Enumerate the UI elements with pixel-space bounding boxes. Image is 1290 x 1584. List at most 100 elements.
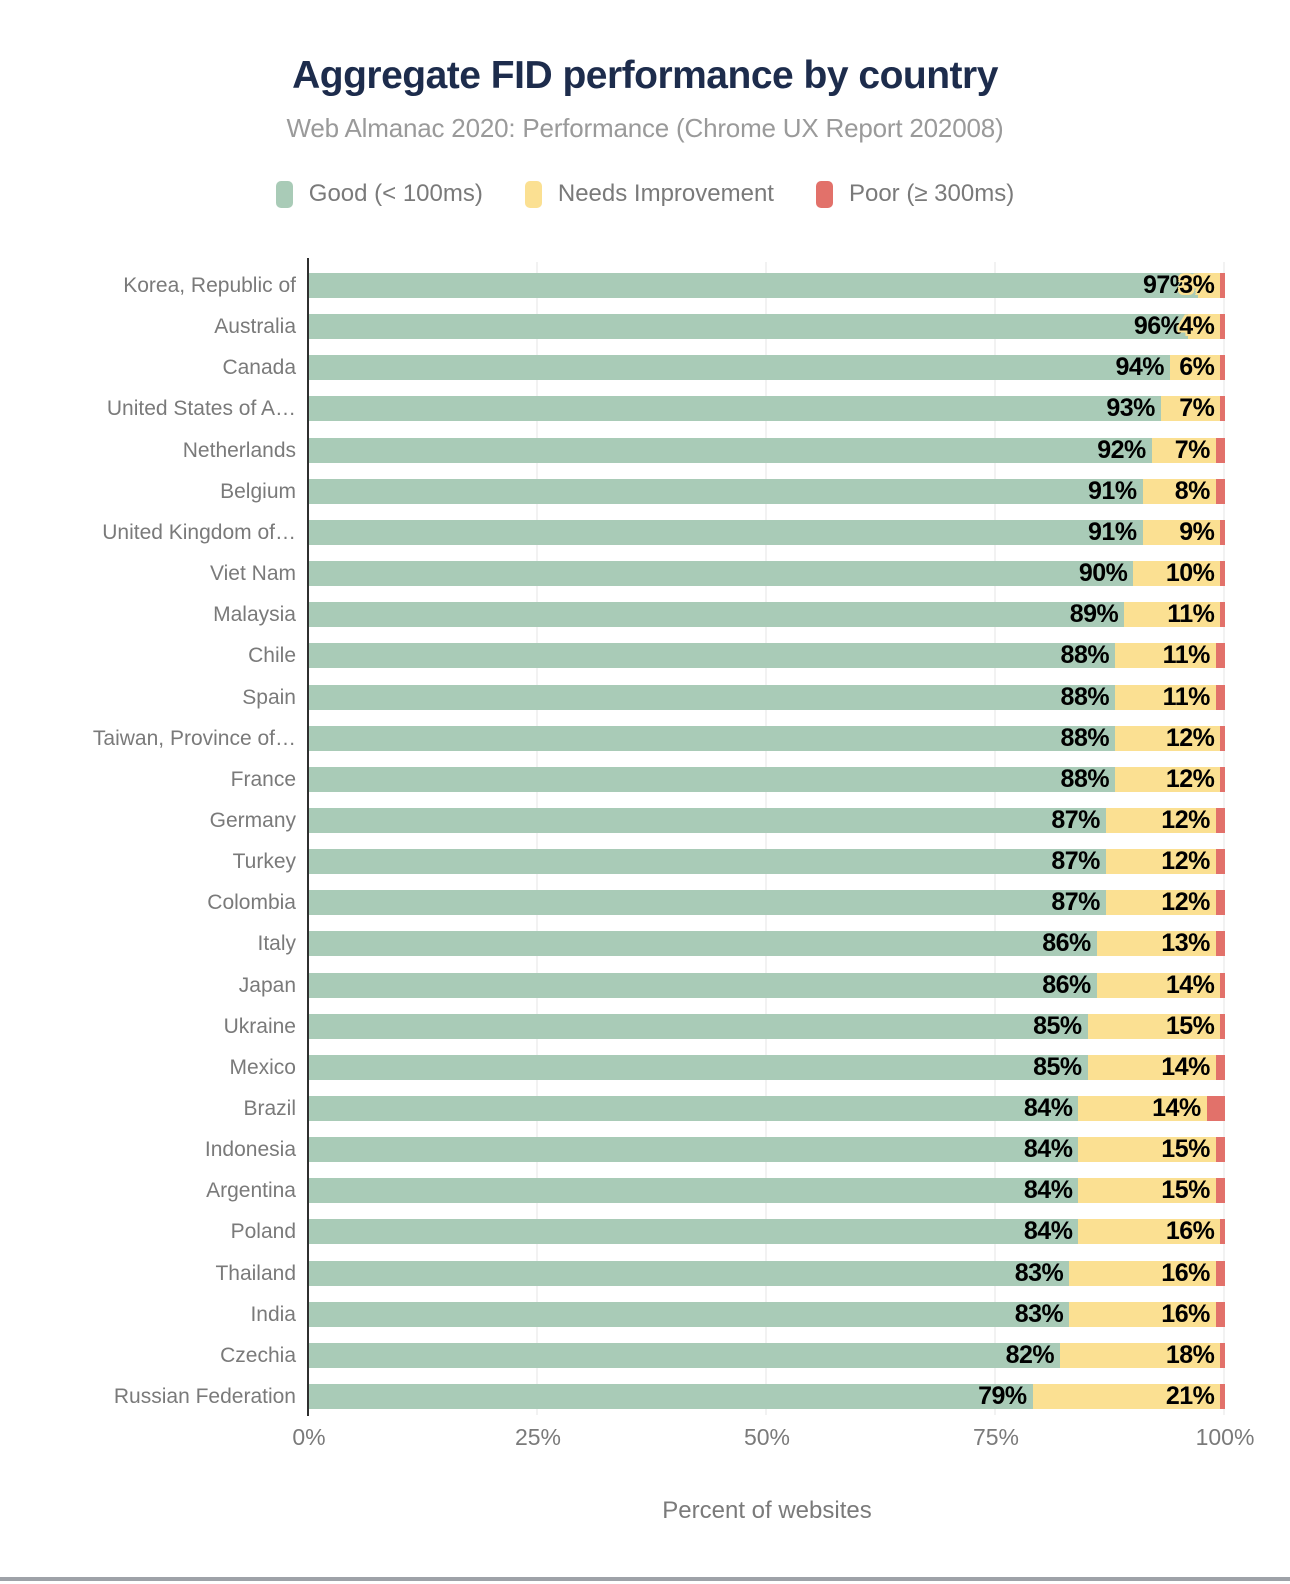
bar-segment-needs-improvement[interactable]	[1151, 438, 1216, 463]
bar-segment-needs-improvement[interactable]	[1105, 808, 1216, 833]
bar-segment-poor[interactable]	[1220, 1014, 1225, 1039]
bar-segment-good[interactable]	[309, 520, 1143, 545]
bar-segment-poor[interactable]	[1220, 1384, 1225, 1409]
bar-track: 93% 7%	[309, 394, 1225, 422]
bar-segment-needs-improvement[interactable]	[1078, 1178, 1216, 1203]
bar-segment-good[interactable]	[309, 726, 1116, 751]
bar-segment-needs-improvement[interactable]	[1087, 1014, 1221, 1039]
bar-segment-good[interactable]	[309, 1055, 1088, 1080]
bar-segment-needs-improvement[interactable]	[1105, 890, 1216, 915]
bar-segment-poor[interactable]	[1215, 643, 1225, 668]
bar-segment-good[interactable]	[309, 685, 1116, 710]
bar-segment-needs-improvement[interactable]	[1069, 1261, 1216, 1286]
bar-segment-good[interactable]	[309, 973, 1097, 998]
bar-segment-poor[interactable]	[1215, 479, 1225, 504]
bar-segment-good[interactable]	[309, 890, 1106, 915]
bar-segment-good[interactable]	[309, 767, 1116, 792]
bar-segment-needs-improvement[interactable]	[1115, 726, 1221, 751]
bar-segment-poor[interactable]	[1215, 1178, 1225, 1203]
bar-segment-needs-improvement[interactable]	[1078, 1096, 1207, 1121]
bar-segment-poor[interactable]	[1215, 890, 1225, 915]
bar-segment-good[interactable]	[309, 1137, 1079, 1162]
bar-segment-good[interactable]	[309, 1014, 1088, 1039]
bar-segment-needs-improvement[interactable]	[1105, 849, 1216, 874]
bar-segment-needs-improvement[interactable]	[1170, 355, 1221, 380]
bar-segment-good[interactable]	[309, 1219, 1079, 1244]
bar-segment-poor[interactable]	[1215, 1302, 1225, 1327]
bar-segment-good[interactable]	[309, 438, 1152, 463]
bar-segment-poor[interactable]	[1220, 1219, 1225, 1244]
bar-segment-good[interactable]	[309, 1261, 1070, 1286]
value-label-needs-improvement: 16%	[1161, 1300, 1210, 1328]
bar-row: Mexico 85% 14%	[0, 1054, 1290, 1081]
bar-segment-needs-improvement[interactable]	[1115, 767, 1221, 792]
bar-segment-good[interactable]	[309, 273, 1198, 298]
bar-segment-poor[interactable]	[1215, 1261, 1225, 1286]
bar-segment-good[interactable]	[309, 1343, 1061, 1368]
bar-segment-good[interactable]	[309, 561, 1134, 586]
bar-segment-poor[interactable]	[1220, 396, 1225, 421]
bar-segment-needs-improvement[interactable]	[1032, 1384, 1221, 1409]
bar-segment-poor[interactable]	[1220, 355, 1225, 380]
value-label-good: 93%	[1106, 394, 1155, 422]
bar-segment-poor[interactable]	[1215, 685, 1225, 710]
bar-segment-poor[interactable]	[1220, 273, 1225, 298]
bar-segment-poor[interactable]	[1215, 1137, 1225, 1162]
bar-segment-poor[interactable]	[1220, 1343, 1225, 1368]
bar-segment-good[interactable]	[309, 1096, 1079, 1121]
bar-segment-needs-improvement[interactable]	[1142, 479, 1216, 504]
bar-segment-needs-improvement[interactable]	[1087, 1055, 1216, 1080]
bar-segment-poor[interactable]	[1220, 973, 1225, 998]
bar-segment-needs-improvement[interactable]	[1078, 1137, 1216, 1162]
bar-segment-poor[interactable]	[1215, 1055, 1225, 1080]
bar-segment-poor[interactable]	[1206, 1096, 1225, 1121]
value-label-good: 79%	[978, 1382, 1027, 1410]
bar-segment-poor[interactable]	[1215, 438, 1225, 463]
bar-segment-poor[interactable]	[1220, 767, 1225, 792]
bar-segment-good[interactable]	[309, 355, 1171, 380]
legend-item-needs-improvement[interactable]: Needs Improvement	[524, 180, 774, 208]
value-label-needs-improvement: 12%	[1165, 765, 1215, 793]
bar-segment-good[interactable]	[309, 1302, 1070, 1327]
bar-segment-good[interactable]	[309, 1384, 1033, 1409]
bar-segment-poor[interactable]	[1215, 931, 1225, 956]
bar-segment-poor[interactable]	[1220, 726, 1225, 751]
bar-segment-needs-improvement[interactable]	[1133, 561, 1221, 586]
bar-segment-poor[interactable]	[1220, 314, 1225, 339]
bar-segment-good[interactable]	[309, 314, 1189, 339]
bar-track: 86% 14%	[309, 972, 1225, 999]
bar-segment-needs-improvement[interactable]	[1142, 520, 1221, 545]
bar-segment-poor[interactable]	[1215, 808, 1225, 833]
bar-segment-good[interactable]	[309, 931, 1097, 956]
bar-segment-good[interactable]	[309, 396, 1161, 421]
bar-segment-needs-improvement[interactable]	[1060, 1343, 1221, 1368]
bar-segment-poor[interactable]	[1220, 561, 1225, 586]
bar-segment-good[interactable]	[309, 479, 1143, 504]
bar-segment-needs-improvement[interactable]	[1188, 314, 1221, 339]
value-label-needs-improvement: 15%	[1161, 1135, 1210, 1163]
bar-row: Chile 88% 11%	[0, 642, 1290, 669]
value-label-needs-improvement: 9%	[1179, 518, 1215, 546]
bar-segment-needs-improvement[interactable]	[1115, 643, 1216, 668]
bar-track: 88% 11%	[309, 684, 1225, 711]
legend-item-poor[interactable]: Poor (≥ 300ms)	[815, 180, 1014, 208]
bar-track: 87% 12%	[309, 807, 1225, 834]
value-label-needs-improvement: 3%	[1179, 271, 1215, 299]
bar-segment-needs-improvement[interactable]	[1096, 973, 1221, 998]
bar-segment-needs-improvement[interactable]	[1078, 1219, 1221, 1244]
bar-segment-good[interactable]	[309, 849, 1106, 874]
bar-segment-needs-improvement[interactable]	[1124, 602, 1221, 627]
legend-item-good[interactable]: Good (< 100ms)	[275, 180, 483, 208]
bar-segment-good[interactable]	[309, 643, 1116, 668]
bar-segment-good[interactable]	[309, 602, 1125, 627]
bar-segment-needs-improvement[interactable]	[1197, 273, 1221, 298]
bar-segment-good[interactable]	[309, 1178, 1079, 1203]
bar-segment-poor[interactable]	[1220, 602, 1225, 627]
bar-segment-poor[interactable]	[1220, 520, 1225, 545]
bar-segment-needs-improvement[interactable]	[1115, 685, 1216, 710]
bar-segment-needs-improvement[interactable]	[1069, 1302, 1216, 1327]
bar-segment-good[interactable]	[309, 808, 1106, 833]
bar-segment-needs-improvement[interactable]	[1096, 931, 1216, 956]
bar-segment-poor[interactable]	[1215, 849, 1225, 874]
bar-segment-needs-improvement[interactable]	[1160, 396, 1221, 421]
